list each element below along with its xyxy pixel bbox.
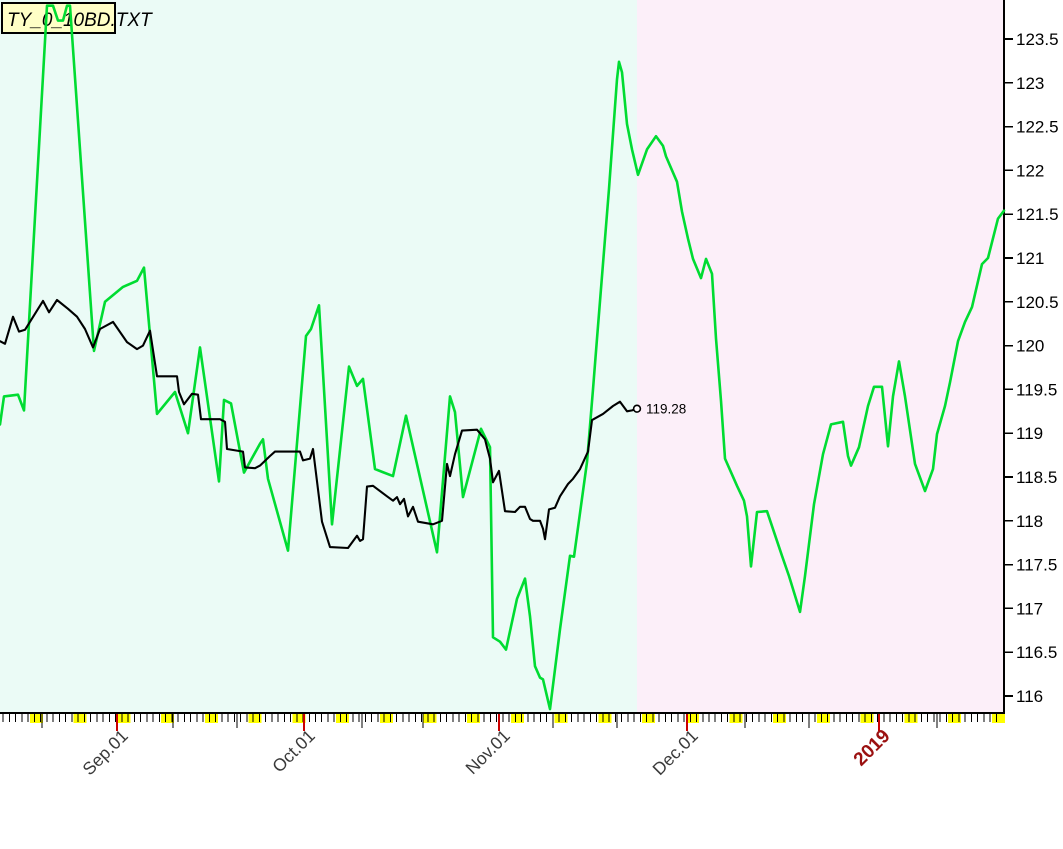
weekend-tick-highlight: [860, 714, 874, 723]
weekend-tick-highlight: [336, 714, 349, 723]
weekend-tick-highlight: [904, 714, 918, 723]
weekend-tick-highlight: [248, 714, 262, 723]
weekend-tick-highlight: [467, 714, 481, 723]
y-tick-label: 122: [1016, 161, 1044, 180]
y-tick-label: 116: [1016, 687, 1043, 706]
y-tick-label: 120: [1016, 337, 1044, 356]
month-label: Dec.01: [648, 726, 701, 779]
weekend-tick-highlight: [991, 714, 1005, 723]
weekend-tick-highlight: [554, 714, 568, 723]
history-region: [0, 0, 637, 713]
weekend-tick-highlight: [817, 714, 830, 723]
weekend-tick-highlight: [292, 714, 306, 723]
filename-label: TY_0_10BD.TXT: [7, 10, 153, 31]
price-line: [0, 298, 639, 550]
last-price-label: 119.28: [646, 402, 686, 417]
weekend-tick-highlight: [773, 714, 787, 723]
weekend-tick-highlight: [642, 714, 656, 723]
y-tick-label: 119: [1016, 424, 1043, 443]
weekend-tick-highlight: [685, 714, 699, 723]
y-tick-label: 118: [1016, 512, 1043, 531]
y-tick-label: 123: [1016, 74, 1044, 93]
y-tick-label: 120.5: [1016, 293, 1059, 312]
weekend-tick-highlight: [73, 714, 87, 723]
y-tick-label: 117.5: [1016, 556, 1057, 575]
series-end-marker: [632, 404, 642, 413]
y-tick-label: 123.5: [1016, 30, 1059, 49]
weekend-tick-highlight: [510, 714, 524, 723]
y-tick-label: 118.5: [1016, 468, 1057, 487]
weekend-tick-highlight: [423, 714, 437, 723]
seasonal-pattern-line: [0, 4, 1006, 711]
y-tick-label: 121: [1016, 249, 1044, 268]
y-tick-label: 121.5: [1016, 205, 1059, 224]
weekend-tick-highlight: [117, 714, 131, 723]
month-label: Oct.01: [268, 726, 319, 777]
projection-region: [637, 0, 1004, 713]
y-tick-label: 116.5: [1016, 643, 1057, 662]
weekend-tick-highlight: [161, 714, 175, 723]
filename-box: [1, 2, 116, 34]
weekend-tick-highlight: [598, 714, 612, 723]
weekend-tick-highlight: [948, 714, 962, 723]
y-tick-label: 122.5: [1016, 118, 1059, 137]
weekend-tick-highlight: [729, 714, 743, 723]
year-label: 2019: [850, 726, 895, 771]
month-label: Sep.01: [78, 726, 131, 779]
y-tick-label: 119.5: [1016, 380, 1057, 399]
month-label: Nov.01: [461, 726, 513, 778]
weekend-tick-highlight: [204, 714, 218, 723]
weekend-tick-highlight: [30, 714, 43, 723]
y-tick-label: 117: [1016, 599, 1043, 618]
weekend-tick-highlight: [379, 714, 393, 723]
